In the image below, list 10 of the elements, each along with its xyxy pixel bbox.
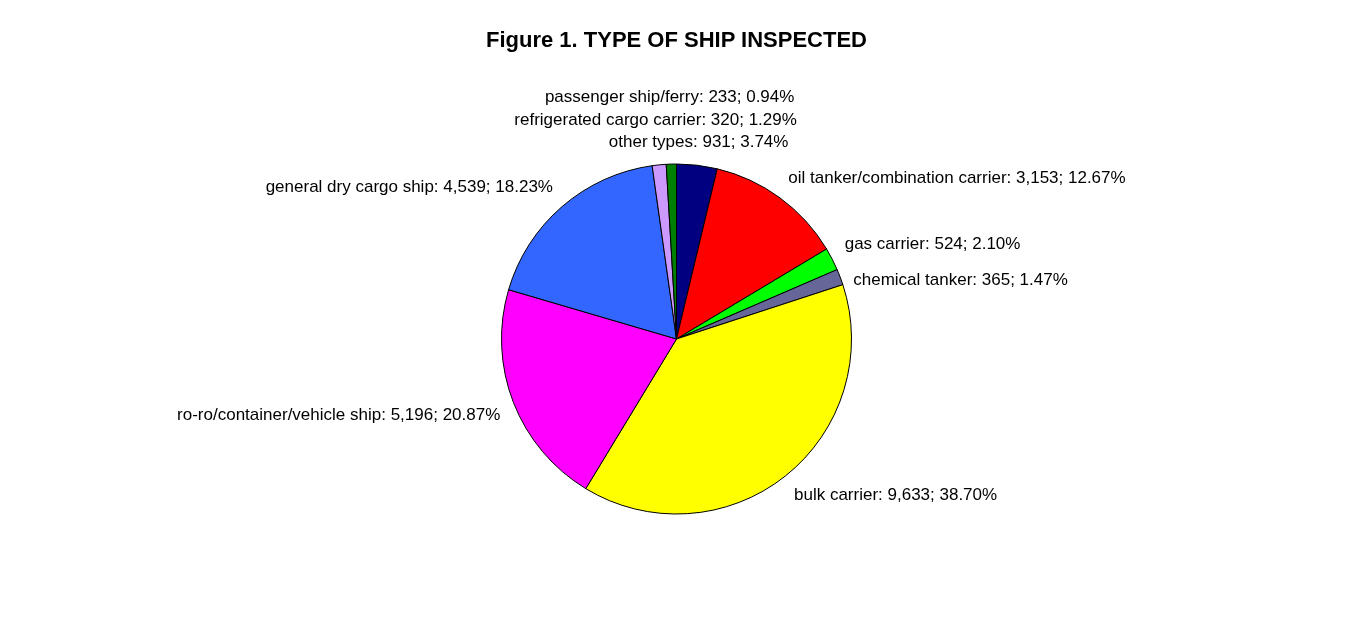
slice-label: chemical tanker: 365; 1.47% [853,270,1068,290]
slice-label: general dry cargo ship: 4,539; 18.23% [265,176,553,196]
slice-label: ro-ro/container/vehicle ship: 5,196; 20.87% [177,405,501,425]
slice-label: gas carrier: 524; 2.10% [844,233,1021,253]
slice-label: passenger ship/ferry: 233; 0.94% [544,87,795,107]
chart-title: Figure 1. TYPE OF SHIP INSPECTED [485,27,868,52]
slice-label: bulk carrier: 9,633; 38.70% [793,485,998,505]
slice-label: other types: 931; 3.74% [608,132,789,152]
slice-label: oil tanker/combination carrier: 3,153; 12.67% [788,167,1126,187]
slice-label: refrigerated cargo carrier: 320; 1.29% [514,110,797,130]
